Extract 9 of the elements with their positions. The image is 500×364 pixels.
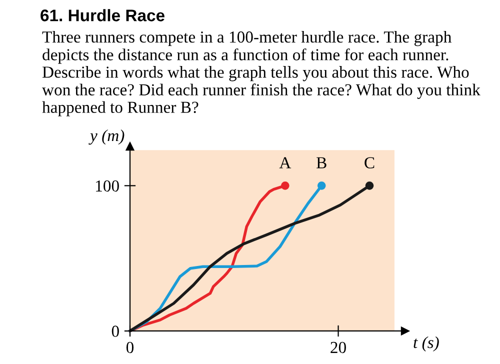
- x-tick-label: 20: [330, 342, 346, 354]
- y-axis-title: y (m): [88, 129, 124, 145]
- y-tick-label: 100: [96, 180, 119, 192]
- series-label: C: [364, 157, 374, 168]
- series-label: B: [316, 157, 326, 168]
- chart-subtitle: Three runners compete in a 100-meter hurdle race. The graph depicts the distance run as a function of time for each runner. Describe in words what the graph tells you about this race. Who won the race? Did each runner finish the race? What do you think happened to Runner B?: [42, 30, 480, 116]
- x-axis-title: t (s): [414, 336, 439, 352]
- chart-title: 61. Hurdle Race: [40, 9, 164, 22]
- series-label: A: [279, 157, 292, 168]
